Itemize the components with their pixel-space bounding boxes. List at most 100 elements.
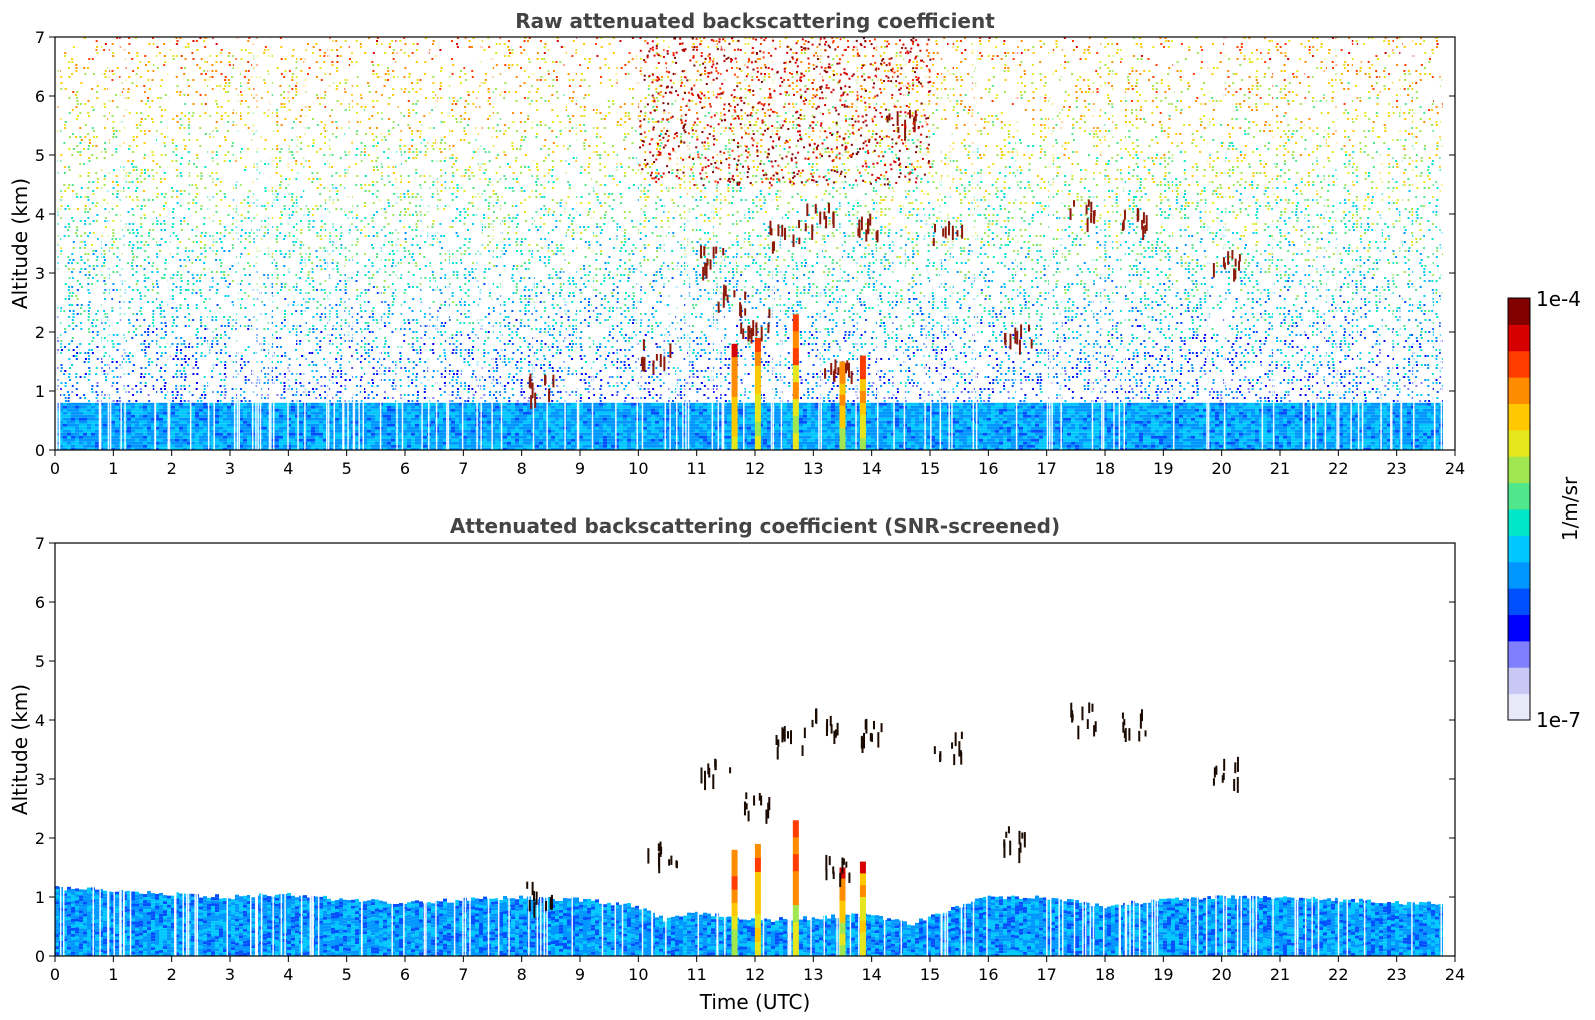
bl-cell [359,426,363,430]
bl-cell [295,444,299,448]
noise-cell [224,91,227,93]
noise-cell [403,52,406,54]
noise-cell [319,205,322,207]
noise-cell [180,112,183,114]
noise-cell [180,358,183,360]
noise-cell [80,82,83,84]
noise-cell [335,286,338,288]
noise-cell [299,340,302,342]
noise-cell [271,379,274,381]
noise-cell [160,367,163,369]
bl-cell [151,444,155,448]
bl-cell [203,435,207,439]
noise-cell [380,175,383,177]
noise-cell [160,133,163,135]
noise-cell [160,223,163,225]
bl-cell [187,405,191,409]
noise-cell [147,235,150,237]
noise-cell [339,274,342,276]
bl-cell [355,405,359,409]
bl-cell [75,426,79,430]
noise-cell [163,220,166,222]
noise-cell [224,388,227,390]
noise-cell [323,61,326,63]
noise-cell [91,349,94,351]
noise-cell [291,199,294,201]
noise-cell [423,334,426,336]
noise-cell [160,301,163,303]
noise-cell [371,391,374,393]
noise-cell [372,64,375,66]
noise-cell [372,358,375,360]
noise-cell [351,223,354,225]
bl-cell [407,414,411,418]
noise-cell [335,337,338,339]
noise-cell [324,268,327,270]
noise-cell [244,169,247,171]
bl-cell [231,414,235,418]
noise-cell [376,370,379,372]
bl-cell [243,426,247,430]
noise-cell [279,175,282,177]
bl-cell [71,420,75,424]
noise-cell [204,94,207,96]
bl-cell [287,405,291,409]
noise-cell [312,331,315,333]
noise-cell [356,322,359,324]
noise-cell [364,184,367,186]
noise-cell [424,277,427,279]
noise-cell [295,328,298,330]
noise-cell [63,142,66,144]
noise-cell [399,175,402,177]
noise-cell [392,49,395,51]
noise-cell [411,238,414,240]
noise-cell [372,373,375,375]
bl-cell [191,414,195,418]
noise-cell [388,253,391,255]
noise-cell [96,319,99,321]
noise-cell [191,394,194,396]
noise-cell [375,211,378,213]
noise-cell [136,247,139,249]
noise-cell [199,127,202,129]
bl-cell [263,438,267,442]
noise-cell [67,391,70,393]
noise-cell [419,151,422,153]
bl-cell [383,408,387,412]
bl-cell [275,423,279,427]
noise-cell [203,385,206,387]
noise-cell [59,394,62,396]
noise-cell [340,232,343,234]
noise-cell [416,352,419,354]
noise-cell [271,370,274,372]
noise-cell [88,142,91,144]
noise-cell [196,154,199,156]
noise-cell [380,229,383,231]
noise-cell [155,364,158,366]
bl-cell [163,414,167,418]
noise-cell [160,337,163,339]
bl-cell [311,420,315,424]
noise-cell [275,262,278,264]
noise-cell [260,205,263,207]
noise-cell [248,400,251,402]
noise-cell [340,373,343,375]
bl-cell [319,426,323,430]
noise-cell [112,382,115,384]
noise-cell [339,82,342,84]
noise-cell [419,346,422,348]
noise-cell [295,118,298,120]
noise-cell [140,205,143,207]
bl-cell [335,441,339,445]
noise-cell [135,169,138,171]
bl-cell [127,411,131,415]
noise-cell [299,244,302,246]
bl-cell [419,423,423,427]
bl-cell [291,405,295,409]
bl-cell [63,417,67,421]
noise-cell [308,253,311,255]
bl-cell [299,426,303,430]
bl-cell [283,426,287,430]
noise-cell [336,199,339,201]
noise-cell [340,103,343,105]
